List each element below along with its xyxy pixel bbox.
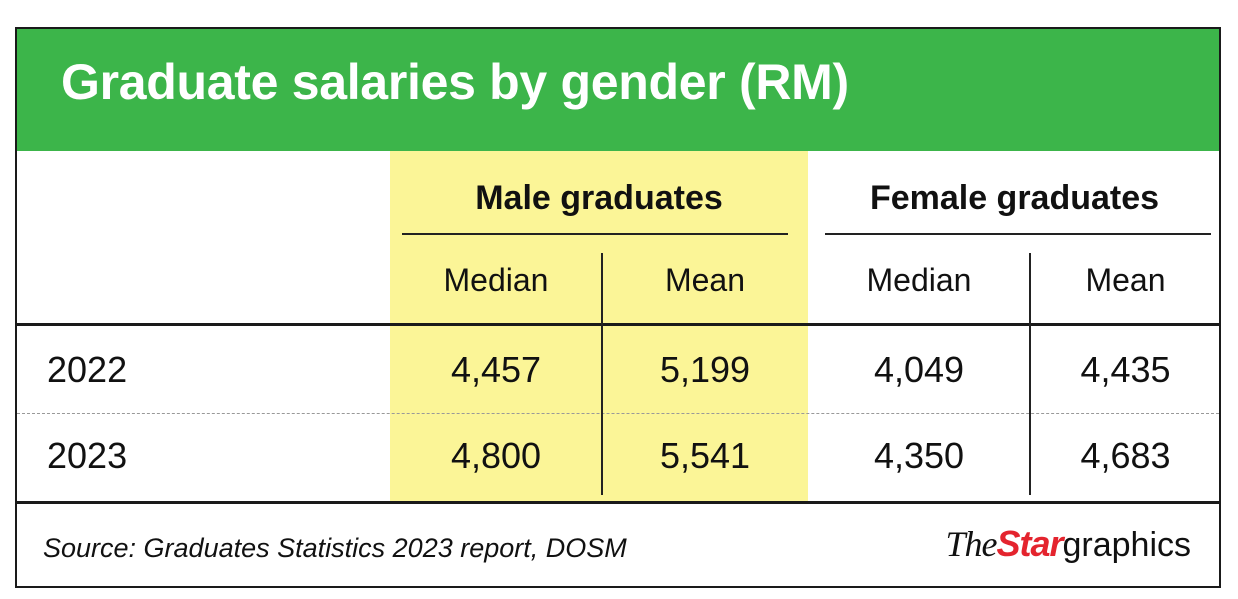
male-column-highlight (390, 151, 808, 503)
cell-2022-female-median: 4,049 (873, 349, 965, 390)
logo-star: Star (996, 523, 1063, 564)
cell-2023-female-median: 4,350 (873, 435, 965, 476)
source-note: Source: Graduates Statistics 2023 report… (43, 533, 627, 563)
group-underline-female (825, 233, 1211, 235)
row-label-2022: 2022 (47, 349, 128, 390)
chart-title: Graduate salaries by gender (RM) (61, 54, 849, 110)
subheader-female-mean: Mean (1085, 262, 1166, 298)
title-bar: Graduate salaries by gender (RM) (17, 29, 1219, 151)
col-divider-male (601, 253, 603, 495)
group-header-female: Female graduates (869, 179, 1160, 217)
logo-the: The (945, 524, 997, 564)
table-bottom-rule (17, 501, 1219, 504)
thestar-graphics-logo: TheStargraphics (945, 523, 1191, 565)
group-underline-male (402, 233, 788, 235)
cell-2022-male-mean: 5,199 (659, 349, 751, 390)
col-divider-female (1029, 253, 1031, 495)
cell-2023-male-median: 4,800 (450, 435, 542, 476)
cell-2023-male-mean: 5,541 (659, 435, 751, 476)
header-rule (17, 323, 1219, 326)
logo-graphics: graphics (1062, 526, 1191, 564)
group-header-male: Male graduates (475, 179, 723, 217)
cell-2023-female-mean: 4,683 (1080, 435, 1171, 476)
row-divider (17, 413, 1219, 414)
subheader-female-median: Median (866, 262, 972, 298)
subheader-male-mean: Mean (664, 262, 746, 298)
cell-2022-male-median: 4,457 (450, 349, 542, 390)
cell-2022-female-mean: 4,435 (1080, 349, 1171, 390)
subheader-male-median: Median (443, 262, 549, 298)
row-label-2023: 2023 (47, 435, 128, 476)
chart-frame: Graduate salaries by gender (RM) Male gr… (15, 27, 1221, 588)
